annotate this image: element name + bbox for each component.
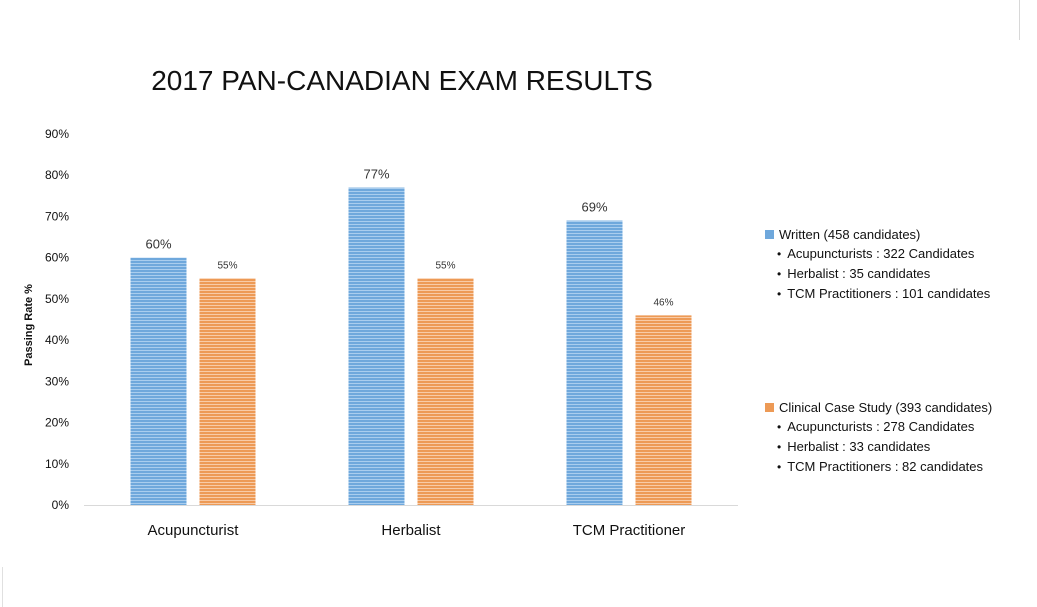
divider-line — [2, 567, 3, 607]
legend-clinical-list: Acupuncturists : 278 Candidates Herbalis… — [765, 417, 992, 477]
y-tick-label: 30% — [45, 374, 69, 388]
chart-title: 2017 PAN-CANADIAN EXAM RESULTS — [151, 65, 653, 96]
bar-data-label: 55% — [435, 260, 455, 271]
bar-data-label: 55% — [217, 260, 237, 271]
bar-written-acupuncturist — [130, 257, 187, 505]
legend-written-item-herbalist: Herbalist : 35 candidates — [777, 264, 990, 284]
legend-clinical: Clinical Case Study (393 candidates) Acu… — [765, 397, 992, 477]
legend-entry-clinical: Clinical Case Study (393 candidates) — [765, 397, 992, 417]
legend-written-list: Acupuncturists : 322 Candidates Herbalis… — [765, 244, 990, 304]
legend-entry-written: Written (458 candidates) — [765, 224, 990, 244]
y-axis-ticks: 0% 10% 20% 30% 40% 50% 60% 70% 80% 90% — [45, 127, 69, 512]
legend-written-title: Written (458 candidates) — [779, 226, 921, 242]
y-tick-label: 70% — [45, 209, 69, 223]
bar-data-label: 60% — [145, 237, 171, 252]
y-tick-label: 0% — [52, 498, 70, 512]
legend-written-item-acupuncturists: Acupuncturists : 322 Candidates — [777, 244, 990, 264]
y-tick-label: 50% — [45, 292, 69, 306]
legend-clinical-item-acupuncturists: Acupuncturists : 278 Candidates — [777, 417, 992, 437]
legend-clinical-item-tcm: TCM Practitioners : 82 candidates — [777, 457, 992, 477]
y-tick-label: 10% — [45, 457, 69, 471]
legend-swatch-orange-icon — [765, 402, 774, 412]
bars-group: 60% 55% 77% 55% 69% 46% — [130, 167, 692, 506]
y-axis-label: Passing Rate % — [23, 284, 35, 366]
x-axis-ticks: Acupuncturist Herbalist TCM Practitioner — [148, 522, 686, 539]
legend-clinical-item-herbalist: Herbalist : 33 candidates — [777, 437, 992, 457]
y-tick-label: 40% — [45, 333, 69, 347]
bar-data-label: 69% — [581, 200, 607, 215]
legend-written: Written (458 candidates) Acupuncturists … — [765, 224, 990, 304]
bar-clinical-herbalist — [417, 278, 474, 505]
bar-data-label: 77% — [363, 167, 389, 182]
bar-clinical-tcm-practitioner — [635, 315, 692, 505]
bar-clinical-acupuncturist — [199, 278, 256, 505]
bar-data-label: 46% — [653, 297, 673, 308]
y-tick-label: 60% — [45, 251, 69, 265]
legend-swatch-blue-icon — [765, 229, 774, 239]
legend-clinical-title: Clinical Case Study (393 candidates) — [779, 399, 993, 415]
y-tick-label: 80% — [45, 168, 69, 182]
divider-line — [1019, 0, 1020, 40]
x-tick-label: Acupuncturist — [148, 522, 240, 539]
x-tick-label: TCM Practitioner — [573, 522, 686, 539]
x-tick-label: Herbalist — [381, 522, 441, 539]
y-tick-label: 90% — [45, 127, 69, 141]
bar-written-tcm-practitioner — [566, 220, 623, 506]
bar-written-herbalist — [348, 187, 405, 506]
y-tick-label: 20% — [45, 416, 69, 430]
legend-written-item-tcm: TCM Practitioners : 101 candidates — [777, 284, 990, 304]
